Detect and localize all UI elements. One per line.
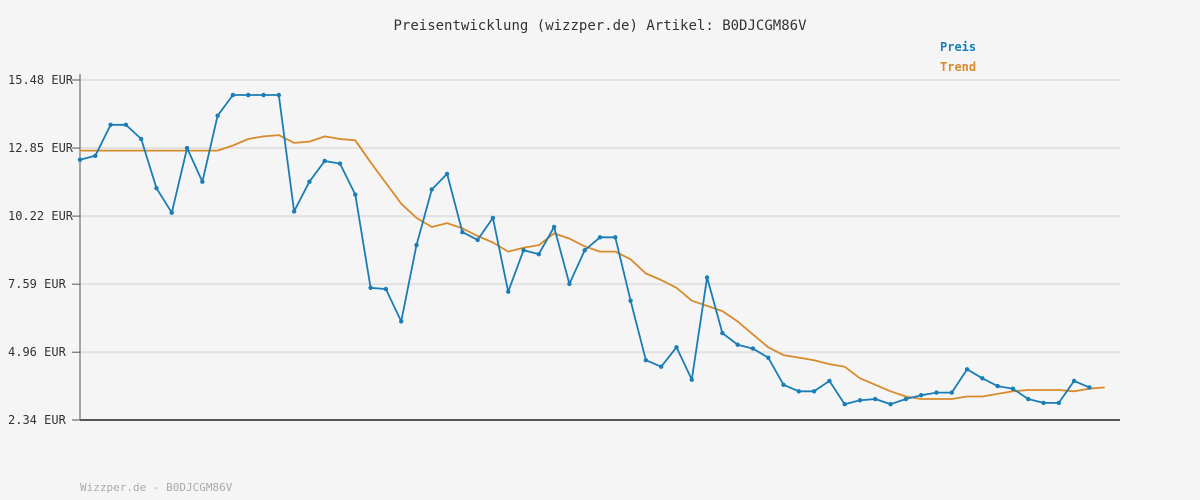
data-point-preis [307,179,312,184]
data-point-preis [123,122,129,127]
data-point-preis [444,171,450,177]
data-point-preis [230,92,236,98]
data-point-preis [108,122,113,127]
data-point-preis [460,229,465,235]
data-point-preis [750,346,756,351]
data-point-preis [949,390,954,395]
legend-item-trend: Trend [940,60,977,74]
data-point-preis [735,342,740,347]
data-point-preis [383,286,389,292]
data-point-preis [980,376,985,381]
data-point-preis [918,392,924,398]
data-point-preis [842,402,847,407]
data-point-preis [995,383,1000,389]
data-point-preis [169,210,174,215]
data-point-preis [827,378,832,384]
data-point-preis [720,330,725,336]
data-point-preis [613,235,618,240]
data-point-preis [873,396,878,402]
data-point-preis [1026,396,1031,402]
y-tick-label: 12.85 EUR [8,141,74,155]
data-point-preis [628,298,633,303]
data-point-preis [368,285,373,290]
data-point-preis [246,92,251,98]
data-point-preis [1087,385,1092,390]
data-point-preis [888,402,893,407]
data-point-preis [597,235,603,240]
data-point-preis [1071,378,1077,384]
y-tick-label: 7.59 EUR [8,277,67,291]
data-point-preis [276,92,282,98]
data-point-preis [353,192,358,197]
data-point-preis [689,377,694,382]
y-tick-label: 4.96 EUR [8,345,67,359]
data-point-preis [567,281,572,287]
data-point-preis [414,242,419,248]
data-point-preis [475,237,480,243]
data-point-preis [551,224,557,230]
y-tick-label: 2.34 EUR [8,413,67,427]
series-line-trend [80,134,1105,400]
data-point-preis [796,389,802,394]
data-point-preis [674,345,679,350]
data-point-preis [582,248,587,253]
data-point-preis [857,398,863,403]
data-point-preis [1056,400,1062,406]
data-point-preis [200,179,205,184]
data-point-preis [521,248,526,253]
y-tick-label: 15.48 EUR [8,73,74,87]
data-point-preis [643,358,649,363]
data-point-preis [490,215,496,221]
data-point-preis [138,136,144,142]
data-point-preis [184,145,190,151]
data-point-preis [781,382,786,388]
data-point-preis [154,185,159,191]
data-point-preis [704,275,710,280]
data-point-preis [934,390,939,395]
data-point-preis [429,187,434,192]
data-point-preis [1041,400,1046,406]
footer-credit: Wizzper.de - B0DJCGM86V [80,481,233,494]
data-point-preis [398,319,404,324]
data-point-preis [964,367,970,372]
data-point-preis [337,161,343,166]
data-point-preis [658,364,664,369]
data-point-preis [506,289,511,294]
data-point-preis [322,158,327,164]
data-point-preis [766,355,771,360]
data-point-preis [215,113,220,118]
data-point-preis [811,389,817,394]
data-point-preis [93,153,98,159]
legend-item-preis: Preis [940,40,977,54]
data-point-preis [536,251,542,257]
data-point-preis [261,92,266,98]
y-tick-label: 10.22 EUR [8,209,74,223]
chart-title: Preisentwicklung (wizzper.de) Artikel: B… [393,18,807,34]
data-point-preis [291,209,297,214]
data-point-preis [77,157,83,162]
data-point-preis [1010,386,1016,391]
data-point-preis [903,396,909,402]
